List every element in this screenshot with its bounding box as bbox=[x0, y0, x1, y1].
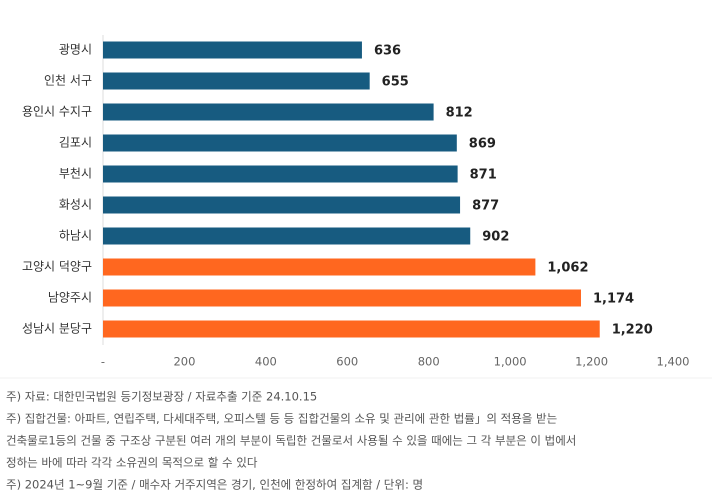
y-tick-label: 성남시 분당구 bbox=[22, 322, 92, 336]
y-tick-label: 고양시 덕양구 bbox=[22, 260, 92, 274]
y-tick-label: 하남시 bbox=[59, 229, 92, 243]
bar bbox=[103, 165, 458, 183]
y-tick-label: 화성시 bbox=[59, 198, 92, 212]
note: 주) 집합건물: 아파트, 연립주택, 다세대주택, 오피스텔 등 등 집합건물… bbox=[6, 412, 557, 426]
bar bbox=[103, 289, 581, 307]
x-tick-label: 1,200 bbox=[575, 355, 608, 369]
value-label: 902 bbox=[482, 230, 509, 245]
bar bbox=[103, 72, 370, 90]
bar bbox=[103, 227, 471, 245]
value-label: 1,220 bbox=[612, 323, 653, 338]
x-tick-label: 200 bbox=[173, 355, 195, 369]
x-tick-label: 400 bbox=[255, 355, 277, 369]
value-label: 1,174 bbox=[593, 292, 634, 307]
note: 주) 2024년 1~9월 기준 / 매수자 거주지역은 경기, 인천에 한정하… bbox=[6, 478, 423, 492]
value-label: 871 bbox=[470, 168, 497, 183]
y-tick-label: 남양주시 bbox=[48, 291, 92, 305]
bar bbox=[103, 258, 536, 276]
y-tick-label: 광명시 bbox=[59, 43, 92, 57]
y-tick-label: 인천 서구 bbox=[44, 73, 92, 88]
value-label: 1,062 bbox=[547, 261, 588, 276]
bar bbox=[103, 320, 600, 338]
note: 정하는 바에 따라 각각 소유권의 목적으로 할 수 있다 bbox=[6, 456, 258, 470]
bar bbox=[103, 134, 457, 152]
y-tick-label: 김포시 bbox=[59, 136, 92, 150]
bar bbox=[103, 41, 362, 59]
x-tick-label: 1,000 bbox=[494, 355, 527, 369]
note: 건축물로1등의 건물 중 구조상 구분된 여러 개의 부분이 독립한 건물로서 … bbox=[6, 434, 576, 448]
value-label: 636 bbox=[374, 44, 401, 59]
x-tick-label: - bbox=[101, 355, 105, 369]
value-label: 877 bbox=[472, 199, 499, 214]
bar bbox=[103, 196, 461, 214]
value-label: 869 bbox=[469, 137, 496, 152]
x-tick-label: 600 bbox=[336, 355, 358, 369]
value-label: 812 bbox=[446, 106, 473, 121]
bar bbox=[103, 103, 434, 121]
y-tick-label: 용인시 수지구 bbox=[22, 105, 92, 119]
value-label: 655 bbox=[382, 75, 409, 90]
x-tick-label: 1,400 bbox=[657, 355, 690, 369]
note: 주) 자료: 대한민국법원 등기정보광장 / 자료추출 기준 24.10.15 bbox=[6, 390, 317, 404]
y-tick-label: 부천시 bbox=[59, 166, 92, 181]
x-tick-label: 800 bbox=[418, 355, 440, 369]
